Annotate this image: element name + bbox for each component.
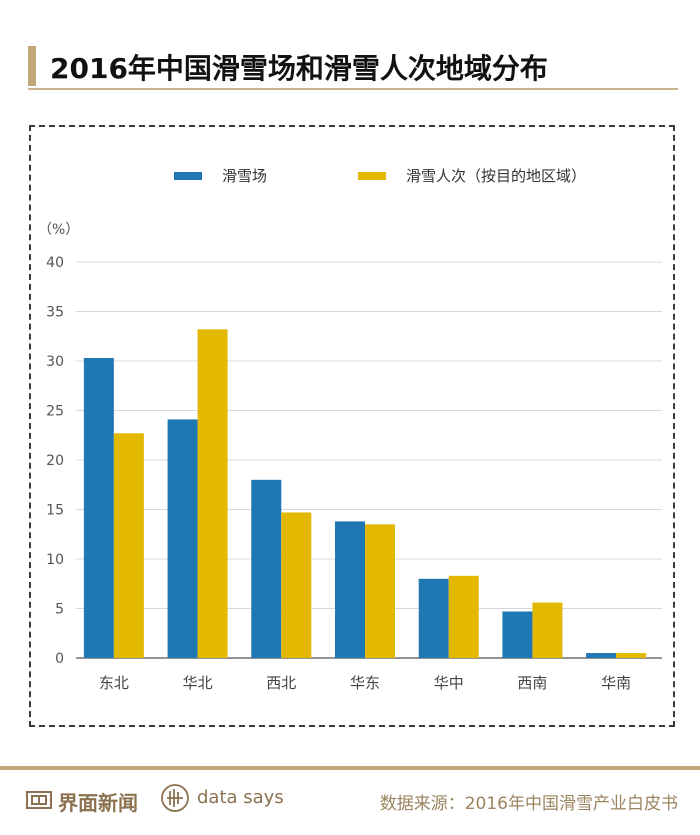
x-category-label: 华东	[350, 674, 380, 692]
y-tick-label: 35	[46, 305, 64, 321]
jiemian-logo-icon	[26, 791, 52, 809]
chart-title: 2016年中国滑雪场和滑雪人次地域分布	[50, 52, 548, 85]
y-tick-label: 5	[55, 602, 64, 618]
data-source: 数据来源：2016年中国滑雪产业白皮书	[379, 794, 678, 814]
brand-name: 界面新闻	[58, 791, 138, 815]
x-category-label: 东北	[99, 674, 129, 692]
y-tick-label: 25	[46, 404, 64, 420]
x-category-label: 西南	[517, 674, 547, 692]
bar-ski-visits	[197, 329, 228, 658]
x-category-label: 华南	[601, 674, 631, 692]
chart-frame	[29, 125, 675, 727]
footer-divider	[0, 766, 700, 770]
bar-ski-visits	[448, 575, 479, 658]
y-tick-label: 10	[46, 552, 64, 568]
bar-ski-resorts	[418, 578, 449, 658]
y-tick-label: 15	[46, 503, 64, 519]
bar-ski-visits	[281, 512, 312, 658]
bar-ski-visits	[113, 433, 144, 658]
legend-swatch-ski-visits	[358, 172, 386, 180]
legend-label-ski-visits: 滑雪人次（按目的地区域）	[406, 167, 587, 185]
bar-ski-resorts	[502, 611, 533, 658]
bar-ski-visits	[532, 602, 563, 658]
y-axis-unit: （%）	[38, 222, 80, 238]
tagline: data says	[197, 787, 284, 808]
x-category-label: 华北	[183, 674, 213, 692]
bar-ski-resorts	[251, 479, 282, 658]
y-tick-label: 40	[46, 255, 64, 271]
y-tick-label: 0	[55, 651, 64, 667]
bar-ski-visits	[365, 524, 395, 658]
title-accent-bar	[28, 46, 36, 86]
bar-ski-resorts	[586, 653, 617, 658]
y-tick-label: 20	[46, 453, 64, 469]
legend-label-ski-resorts: 滑雪场	[222, 167, 268, 185]
bar-ski-visits	[616, 653, 647, 658]
data-says-logo-icon	[161, 784, 189, 812]
y-tick-label: 30	[46, 354, 64, 370]
bar-ski-resorts	[83, 358, 114, 658]
x-category-label: 华中	[434, 674, 464, 692]
title-divider	[28, 88, 678, 90]
legend-swatch-ski-resorts	[174, 172, 202, 180]
bar-ski-resorts	[167, 419, 198, 658]
bar-chart: 0 5 10 15 20 25 30 35 40 东北 华北 西北 华东 华中 西南 华南	[46, 255, 662, 692]
bar-ski-resorts	[335, 521, 365, 658]
x-category-label: 西北	[266, 674, 296, 692]
